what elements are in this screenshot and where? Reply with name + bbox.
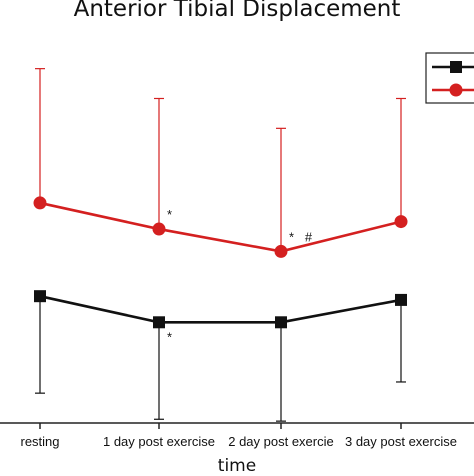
data-point	[394, 215, 408, 229]
data-point	[275, 316, 287, 329]
series-line	[39, 294, 402, 324]
x-tick-label: resting	[20, 434, 59, 449]
x-axis-label: time	[217, 456, 257, 476]
data-point	[33, 196, 47, 210]
legend-box	[425, 52, 474, 104]
legend-marker	[449, 83, 463, 97]
x-tick-label: 1 day post exercise	[103, 434, 215, 449]
significance-marker: * #	[289, 229, 313, 244]
data-point	[395, 293, 407, 306]
significance-marker: *	[167, 207, 172, 222]
x-tick-label: 3 day post exercise	[345, 434, 457, 449]
data-point	[152, 222, 166, 236]
chart-title: Anterior Tibial Displacement	[73, 0, 401, 22]
legend	[425, 52, 474, 104]
series-layer: * * # *	[33, 68, 408, 422]
data-point	[274, 244, 288, 258]
data-point	[34, 290, 46, 303]
data-point	[153, 316, 165, 329]
series-line	[39, 201, 402, 253]
chart-axes: resting 1 day post exercise 2 day post exe…	[0, 422, 474, 449]
series-red: * * #	[33, 68, 408, 258]
series-black: *	[34, 290, 407, 422]
x-tick-label: 2 day post exercie	[228, 434, 334, 449]
significance-marker: *	[167, 329, 172, 344]
legend-marker	[450, 61, 462, 73]
